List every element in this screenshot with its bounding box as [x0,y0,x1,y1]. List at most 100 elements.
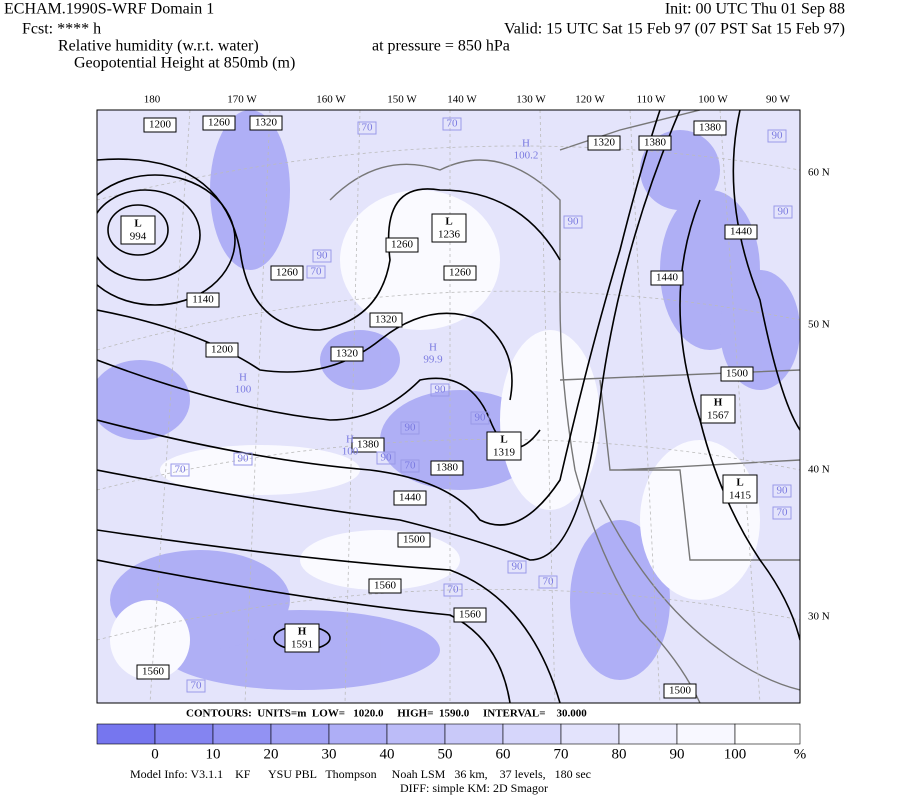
rh-label: 70 [311,266,323,278]
rh-label: 90 [778,206,790,218]
colorbar: 0 10 20 30 40 50 60 70 80 90 100% [96,723,807,762]
latitude-label: 30 N [808,611,830,623]
rh-label: 90 [772,130,784,142]
contour-label-box [663,683,697,699]
rh-label: 70 [191,680,203,692]
colorbar-swatch [154,723,214,745]
rh-label: 70 [447,118,459,130]
colorbar-label: 40 [380,746,395,762]
contour-label: 1500 [403,534,426,546]
rh-center-value: 100 [235,384,252,396]
rh-label-box [773,205,793,219]
contour-label-box [443,265,477,281]
rh-label-box [400,459,420,473]
contour-label: 1380 [699,122,722,134]
colorbar-swatch [618,723,678,745]
contour-label: 1320 [375,314,398,326]
pressure-center-value: 1236 [438,229,461,241]
contour-label: 1380 [644,137,667,149]
rh-center-value: 100 [342,446,359,458]
latitude-label: 40 N [808,464,830,476]
rh-center-letter: H [429,342,437,354]
rh-label-box [233,452,253,466]
rh-label: 90 [381,452,393,464]
rh-label-box [170,463,190,477]
contour-label: 1260 [208,117,231,129]
contour-label-box [205,342,239,358]
colorbar-swatch [386,723,446,745]
colorbar-swatch [502,723,562,745]
contour-label: 1560 [374,580,397,592]
longitude-label: 120 W [575,94,605,106]
contour-label-box [720,366,754,382]
longitude-label: 150 W [387,94,417,106]
colorbar-label: 90 [670,746,685,762]
colorbar-swatch [444,723,504,745]
contour-label: 1440 [656,272,679,284]
contour-label-box [351,437,385,453]
footer-text: Model Info: V3.1.1 KF YSU PBL Thompson N… [130,767,591,781]
contour-label: 1320 [593,137,616,149]
rh-label-box [470,411,490,425]
header-right-text: at pressure = 850 hPa [372,38,510,55]
colorbar-label: 60 [496,746,511,762]
footer-text: DIFF: simple KM: 2D Smagor [400,781,548,795]
contour-label-box [330,346,364,362]
pressure-center-box [431,213,467,243]
colorbar-label: 10 [206,746,221,762]
rh-label: 90 [512,561,524,573]
header-right-text: Init: 00 UTC Thu 01 Sep 88 [665,1,845,18]
rh-label: 90 [475,412,487,424]
rh-label: 70 [362,122,374,134]
rh-center-letter: H [346,434,354,446]
pressure-center-box [284,623,320,653]
pressure-center-letter: H [714,397,723,409]
rh-label: 70 [405,460,417,472]
contour-label-box [638,135,672,151]
pressure-center-box [486,431,522,461]
contour-label: 1380 [357,439,380,451]
rh-label: 90 [568,216,580,228]
colorbar-swatch [270,723,330,745]
latitude-label: 60 N [808,167,830,179]
rh-label-box [507,560,527,574]
pressure-center-letter: L [445,216,452,228]
latitude-label: 50 N [808,319,830,331]
rh-center-letter: H [522,138,530,150]
contour-label: 1260 [276,267,299,279]
contour-label: 1440 [399,492,422,504]
rh-center-value: 100.2 [514,150,539,162]
contour-label-box [724,224,758,240]
colorbar-swatch [676,723,736,745]
rh-label: 70 [543,576,555,588]
pressure-center-value: 1591 [291,639,313,651]
colorbar-unit: % [794,746,807,762]
pressure-center-value: 1415 [729,490,752,502]
rh-label: 90 [238,453,250,465]
rh-label-box [772,484,792,498]
pressure-center-letter: L [134,218,141,230]
contour-label-box [385,237,419,253]
contour-label: 1320 [336,348,359,360]
rh-label: 70 [777,507,789,519]
contour-label-box [270,265,304,281]
header-left-text: ECHAM.1990S-WRF Domain 1 [4,1,214,18]
longitude-label: 100 W [698,94,728,106]
header-left-text: Relative humidity (w.r.t. water) [58,38,259,55]
header-left-text: Geopotential Height at 850mb (m) [74,55,295,72]
pressure-center-letter: L [736,477,743,489]
contour-label-box [369,312,403,328]
pressure-center-value: 994 [130,231,147,243]
colorbar-swatch [560,723,620,745]
contour-label: 1380 [436,462,459,474]
rh-label-box [376,451,396,465]
contour-label-box [249,115,283,131]
contour-label: 1200 [149,119,172,131]
longitude-label: 170 W [227,94,257,106]
longitude-label: 160 W [316,94,346,106]
pressure-center-letter: L [500,434,507,446]
rh-label-box [306,265,326,279]
colorbar-label: 100 [724,746,747,762]
rh-center-value: 99.9 [423,354,443,366]
